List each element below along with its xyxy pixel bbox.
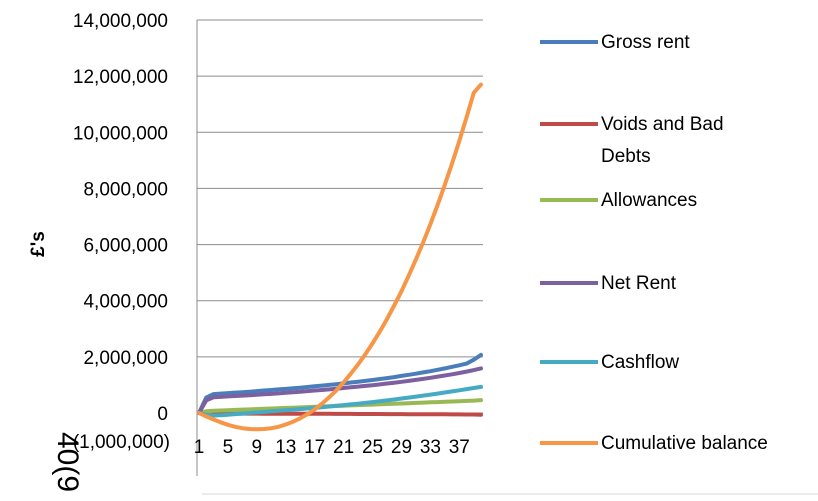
x-tick-label: 29 [391,437,412,458]
y-tick-label: 14,000,000 [73,11,168,32]
y-tick-label: 6,000,000 [83,236,168,257]
legend-label: Allowances [601,190,697,211]
y-tick-label: 8,000,000 [83,179,168,200]
y-tick-label: 10,000,000 [73,123,168,144]
gridlines [197,19,483,358]
legend: Gross rent Voids and Bad Debts Allowances Ne… [540,32,768,454]
legend-label: Voids and Bad Debts [601,114,724,167]
y-tick-label: 2,000,000 [83,348,168,369]
series-line-cumulative-balance [197,82,483,432]
y-axis-title: £'s [28,231,49,257]
x-tick-label: 37 [449,437,470,458]
legend-label: Cashflow [601,352,679,373]
x-tick-label: 17 [304,437,325,458]
x-tick-label: 13 [275,437,296,458]
legend-label: Gross rent [601,32,690,53]
y-tick-label: 12,000,000 [73,67,168,88]
legend-label: Net Rent [601,273,677,294]
legend-label: Cumulative balance [601,433,768,454]
tick-labels: (1,000,000) 0 2,000,000 4,000,000 6,000,000 8… [28,11,470,492]
y-tick-label: 0 [157,404,168,425]
overlapping-axis-text: 40(9 [51,432,84,492]
x-tick-label: 1 [194,437,205,458]
y-tick-label: 4,000,000 [83,292,168,313]
x-tick-label: 9 [252,437,263,458]
x-tick-label: 5 [223,437,234,458]
x-tick-label: 33 [420,437,441,458]
series-line-cashflow [197,384,483,418]
series-lines [197,82,483,432]
x-tick-label: 25 [362,437,383,458]
y-tick-label: (1,000,000) [73,432,170,453]
x-tick-label: 21 [333,437,354,458]
